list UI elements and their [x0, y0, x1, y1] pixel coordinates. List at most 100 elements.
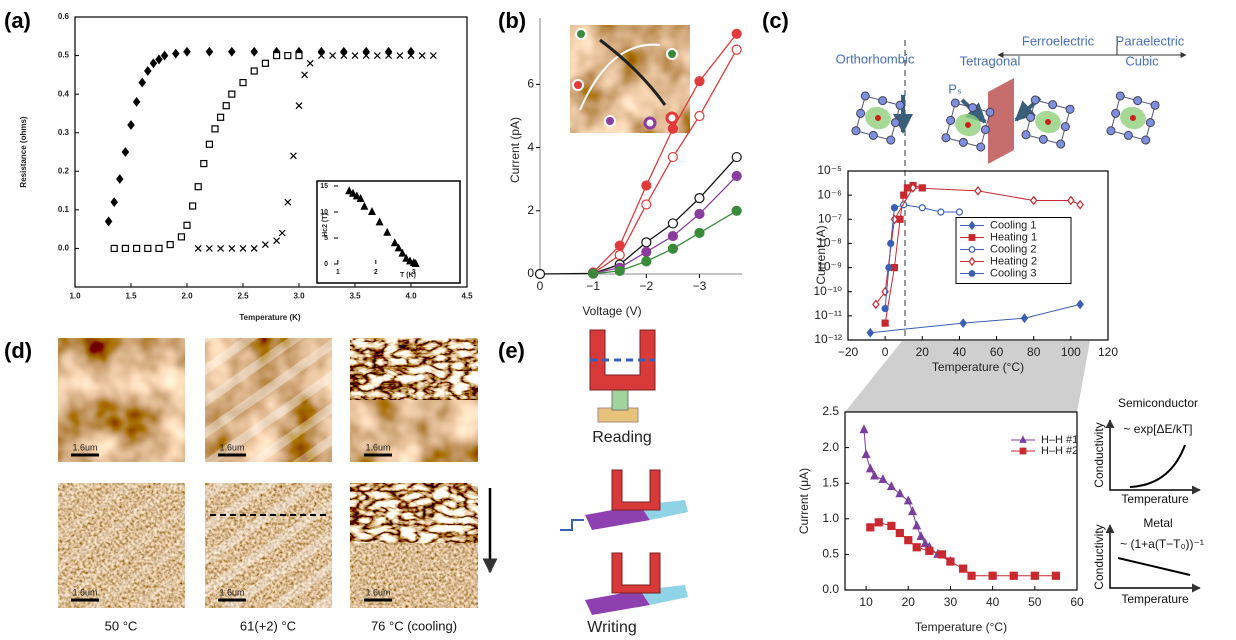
marker: [273, 237, 281, 245]
atom: [1106, 126, 1116, 136]
marker: [295, 51, 303, 60]
y-tick-label: 0.5: [58, 51, 70, 60]
marker: [144, 66, 152, 76]
marker: [375, 217, 384, 226]
marker: [1029, 195, 1038, 206]
y-tick-label: 0.0: [58, 244, 70, 253]
atom: [1145, 118, 1155, 128]
x-tick-label: 20: [902, 595, 916, 609]
marker: [155, 54, 163, 65]
x-tick-label: 2.0: [181, 291, 193, 300]
marker: [920, 538, 930, 548]
head-schematic: Reading Writing: [560, 329, 688, 636]
y-axis-label: Current (μA): [797, 468, 811, 534]
write-head: [611, 469, 661, 511]
marker: [534, 268, 546, 280]
y-axis-label: Hc2 (T): [322, 213, 329, 237]
marker: [865, 463, 875, 473]
marker: [988, 571, 997, 580]
site-dot: [666, 48, 678, 60]
atom: [1060, 122, 1070, 132]
marker: [859, 424, 869, 434]
marker: [731, 151, 742, 163]
marker: [390, 238, 399, 247]
atom: [941, 133, 951, 143]
marker: [1020, 313, 1029, 324]
marker: [406, 256, 414, 265]
y-axis-label: Resistance (ohms): [19, 116, 28, 187]
annotation: Orthorhombic: [836, 51, 915, 66]
series-line: [884, 207, 895, 309]
atom: [1130, 115, 1136, 121]
marker: [356, 194, 365, 202]
x-tick-label: 30: [944, 595, 958, 609]
x-tick-label: 40: [953, 345, 967, 359]
atom: [976, 142, 986, 152]
marker: [912, 520, 922, 530]
chart: 10 20 30 40 50 60 0.0 0.5 1.0 1.5 2.0 2.5 Temperatur…: [797, 404, 1084, 634]
marker: [278, 229, 286, 237]
scale-bar-label: 1.6um: [219, 442, 244, 452]
annotation: Paraelectric: [1116, 33, 1185, 48]
head-label: Writing: [587, 619, 637, 636]
marker: [250, 46, 258, 57]
marker: [384, 46, 393, 57]
marker: [177, 233, 185, 241]
y-tick-label: 10: [320, 209, 328, 216]
y-axis-label: Current (A): [814, 225, 828, 284]
marker: [362, 46, 370, 57]
marker: [866, 327, 875, 338]
marker: [866, 523, 875, 532]
marker: [110, 197, 118, 208]
x-tick-label: 120: [1098, 345, 1118, 359]
marker: [360, 201, 369, 210]
marker: [641, 256, 652, 267]
legend-label: H–H #2: [1041, 445, 1078, 457]
marker: [968, 220, 976, 231]
marker: [667, 151, 678, 163]
marker: [407, 52, 415, 59]
afm-image: [350, 483, 478, 543]
marker: [352, 191, 361, 200]
atom: [980, 125, 990, 135]
schematic-axes: [1105, 524, 1201, 593]
marker: [345, 186, 354, 195]
y-tick-label: 5: [324, 235, 328, 242]
marker: [1067, 195, 1075, 206]
y-tick-label: 2: [527, 203, 534, 217]
marker: [614, 265, 625, 276]
chart: −20 0 20 40 60 80 100 120 10⁻¹² 10⁻¹¹ 10⁻¹⁰ 10⁻⁹ 10⁻…: [814, 163, 1119, 374]
zoom-shade: [845, 341, 1090, 412]
marker: [217, 113, 225, 121]
y-tick-label: 10⁻⁹: [817, 260, 842, 274]
marker: [228, 245, 236, 252]
afm-caption: 76 °C (cooling): [371, 618, 457, 633]
legend-label: Heating 2: [990, 255, 1037, 267]
marker: [667, 123, 678, 134]
x-axis-label: Temperature (K): [239, 313, 301, 322]
marker: [200, 159, 208, 168]
y-tick-label: 0.2: [58, 166, 70, 175]
atom: [878, 96, 888, 106]
afm-image: [350, 400, 478, 462]
y-tick-label: 0.4: [58, 89, 70, 98]
atom: [856, 108, 866, 118]
afm-stripes: [205, 338, 332, 462]
x-tick-label: −2: [639, 279, 653, 293]
panel-label: (d): [4, 338, 32, 363]
marker: [429, 52, 437, 59]
marker: [402, 253, 411, 262]
marker: [916, 531, 926, 541]
atom: [1133, 96, 1143, 106]
marker: [694, 76, 705, 87]
x-tick-label: 1.5: [125, 291, 137, 300]
y-tick-label: 0: [324, 261, 328, 268]
marker: [183, 221, 191, 229]
series-line: [875, 187, 1081, 305]
afm-caption: 61(+2) °C: [240, 618, 296, 633]
marker: [641, 246, 652, 257]
marker: [937, 208, 945, 216]
atom: [985, 107, 995, 117]
marker: [116, 174, 124, 184]
marker: [385, 52, 393, 59]
